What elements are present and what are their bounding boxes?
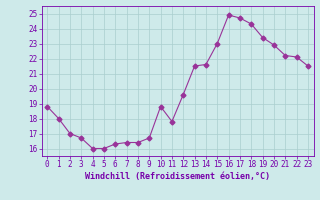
X-axis label: Windchill (Refroidissement éolien,°C): Windchill (Refroidissement éolien,°C) [85, 172, 270, 181]
